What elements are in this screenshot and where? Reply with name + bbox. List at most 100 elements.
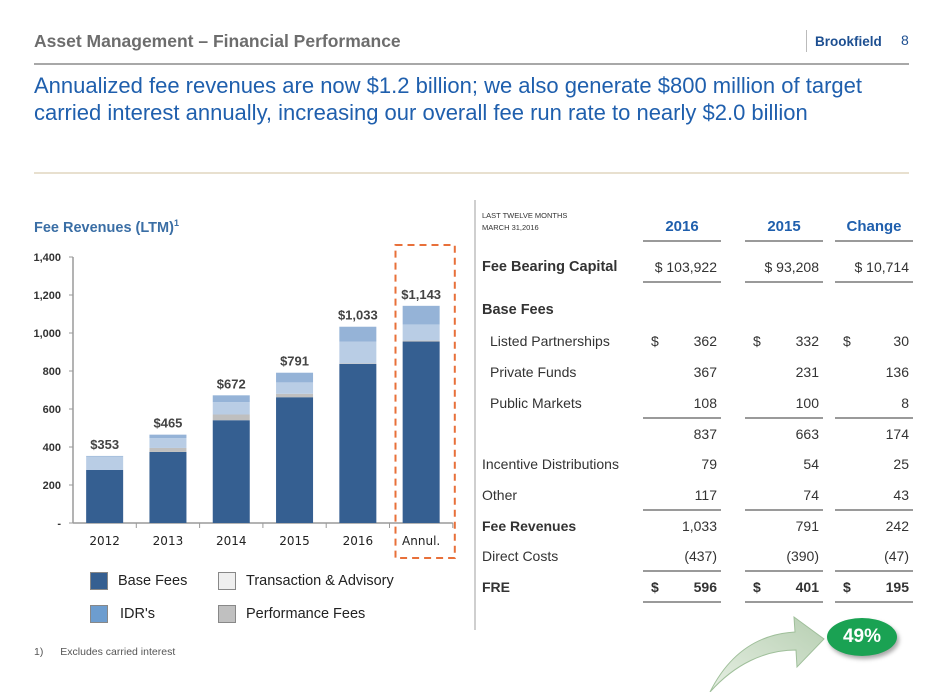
table-cell: 25: [893, 456, 909, 472]
bar-total-label: $672: [217, 376, 246, 391]
table-cell: 174: [885, 426, 909, 442]
currency-symbol: $: [651, 579, 659, 595]
y-tick-label: 800: [43, 366, 61, 378]
legend-label: IDR's: [120, 606, 155, 622]
legend-swatch: [90, 605, 108, 623]
column-header: Change: [846, 218, 902, 235]
legend-item-transaction-advisory: Transaction & Advisory: [218, 572, 438, 590]
cell-underline: [835, 281, 913, 283]
table-cell: 242: [885, 518, 909, 534]
y-tick-label: 1,000: [33, 328, 61, 340]
column-header: 2016: [665, 218, 699, 235]
legend-label: Transaction & Advisory: [246, 573, 394, 589]
bar-segment-base-fees: [339, 363, 377, 523]
bar-segment-base-fees: [212, 420, 250, 523]
cell-underline: [643, 570, 721, 572]
y-tick-label: -: [57, 518, 61, 530]
header-divider: [806, 30, 807, 52]
bar-segment-transaction-advisory: [86, 456, 124, 470]
table-cell: 791: [795, 518, 819, 534]
legend-item-performance-fees: Performance Fees: [218, 605, 438, 623]
table-cell: (437): [684, 548, 717, 564]
table-cell: 1,033: [681, 518, 717, 534]
table-cell: 663: [795, 426, 819, 442]
table-cell: 367: [693, 364, 717, 380]
bar-total-label: $791: [280, 354, 309, 369]
growth-arrow-icon: [709, 615, 825, 692]
y-tick-label: 1,400: [33, 252, 61, 264]
table-cell: 100: [795, 395, 819, 411]
cell-underline: [835, 570, 913, 572]
table-cell: 79: [701, 456, 717, 472]
table-cell: $ 10,714: [854, 259, 910, 275]
table-cell: 332: [795, 333, 819, 349]
bar-segment-performance-fees: [149, 447, 187, 452]
table-cell: 74: [803, 487, 819, 503]
chart-title-text: Fee Revenues (LTM): [34, 219, 174, 236]
row-label: Direct Costs: [482, 548, 559, 564]
fee-revenue-chart: - 200 400 600 800 1,000 1,200 1,400 $353 2012 $465…: [33, 244, 456, 559]
table-cell: (390): [786, 548, 819, 564]
table-cell: 837: [693, 426, 717, 442]
table-cell: 362: [693, 333, 717, 349]
cell-underline: [643, 601, 721, 603]
table-caption-line1: LAST TWELVE MONTHS: [482, 211, 568, 220]
cell-underline: [745, 281, 823, 283]
currency-symbol: $: [753, 333, 761, 349]
bar-segment-base-fees: [276, 397, 314, 523]
bar-segment-idr-s: [212, 395, 250, 403]
cell-underline: [643, 417, 721, 419]
bar-segment-idr-s: [402, 305, 440, 325]
bar-segment-performance-fees: [212, 414, 250, 421]
brand-logo: Brookfield: [815, 34, 882, 49]
table-cell: $ 103,922: [654, 259, 717, 275]
row-label: Fee Bearing Capital: [482, 259, 618, 275]
page-number: 8: [901, 32, 909, 48]
y-tick-label: 1,200: [33, 290, 61, 302]
header-underline: [835, 240, 913, 242]
table-cell: 30: [893, 333, 909, 349]
row-label: Listed Partnerships: [490, 333, 610, 349]
bar-segment-transaction-advisory: [339, 341, 377, 364]
cell-underline: [745, 570, 823, 572]
growth-badge: 49%: [827, 618, 897, 656]
legend-label: Base Fees: [118, 573, 188, 589]
bar-segment-transaction-advisory: [402, 324, 440, 341]
row-label: Incentive Distributions: [482, 456, 619, 472]
table-cell: 136: [885, 364, 909, 380]
bar-segment-transaction-advisory: [149, 438, 187, 448]
x-category-label: 2014: [216, 534, 247, 548]
bar-segment-performance-fees: [402, 340, 440, 342]
x-category-label: 2012: [89, 534, 120, 548]
footnote-text: Excludes carried interest: [60, 646, 176, 658]
bar-segment-base-fees: [86, 469, 124, 523]
chart-title: Fee Revenues (LTM)1: [34, 218, 179, 236]
cell-underline: [745, 601, 823, 603]
bar-segment-idr-s: [276, 372, 314, 383]
table-caption-line2: MARCH 31,2016: [482, 223, 539, 232]
row-label: Public Markets: [490, 395, 582, 411]
bar-segment-idr-s: [149, 434, 187, 439]
bar-total-label: $353: [90, 437, 119, 452]
cell-underline: [745, 417, 823, 419]
legend-item-idrs: IDR's: [90, 605, 250, 623]
row-label: FRE: [482, 579, 510, 595]
bar-total-label: $1,033: [338, 308, 378, 323]
bar-segment-base-fees: [149, 451, 187, 523]
y-tick-label: 400: [43, 442, 61, 454]
currency-symbol: $: [843, 333, 851, 349]
bar-segment-performance-fees: [276, 393, 314, 398]
headline: Annualized fee revenues are now $1.2 bil…: [34, 73, 862, 125]
bar-segment-transaction-advisory: [212, 402, 250, 415]
cell-underline: [835, 417, 913, 419]
header-underline: [745, 240, 823, 242]
header-underline: [643, 240, 721, 242]
x-category-label: 2016: [343, 534, 374, 548]
row-label: Private Funds: [490, 364, 577, 380]
currency-symbol: $: [753, 579, 761, 595]
bar-segment-base-fees: [402, 341, 440, 523]
table-caption: LAST TWELVE MONTHS MARCH 31,2016: [482, 210, 567, 234]
legend-item-base-fees: Base Fees: [90, 572, 250, 590]
currency-symbol: $: [843, 579, 851, 595]
x-category-label: 2013: [153, 534, 184, 548]
